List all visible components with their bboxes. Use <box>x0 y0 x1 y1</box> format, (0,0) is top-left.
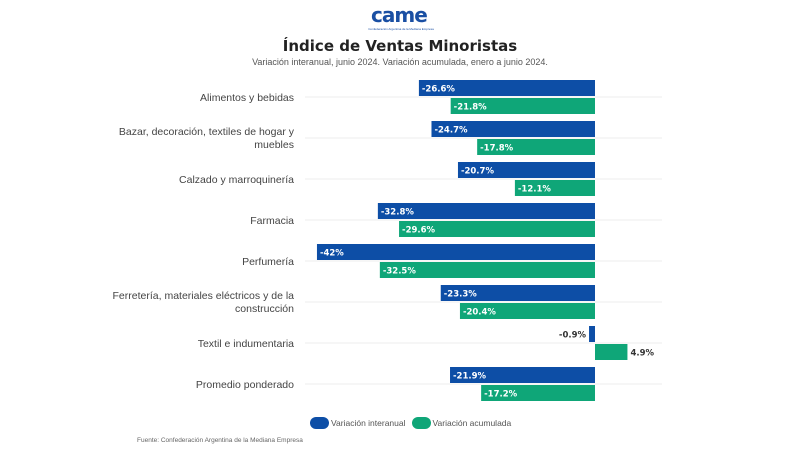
data-label: -20.4% <box>463 308 496 318</box>
category-label: Farmacia <box>250 215 294 227</box>
bar-chart: Alimentos y bebidas -26.6% -21.8% Bazar, de… <box>113 80 662 401</box>
category-label: Textil e indumentaria <box>198 338 294 350</box>
data-label: -0.9% <box>559 331 587 341</box>
data-label: -17.2% <box>484 390 517 400</box>
category-label: Promedio ponderado <box>196 379 294 391</box>
data-label: -21.8% <box>454 103 487 113</box>
source-note: Fuente: Confederación Argentina de la Me… <box>137 437 303 444</box>
data-label: -24.7% <box>434 126 467 136</box>
bar-interanual[interactable] <box>418 80 595 96</box>
data-label: -42% <box>320 249 344 259</box>
data-label: -21.9% <box>453 372 486 382</box>
legend-swatch-interanual <box>310 417 329 429</box>
bar-interanual[interactable] <box>450 367 595 383</box>
bar-interanual[interactable] <box>440 285 595 301</box>
category-label: Perfumería <box>242 256 294 268</box>
data-label: -32.8% <box>381 208 414 218</box>
legend-item-interanual[interactable]: Variación interanual <box>310 417 406 429</box>
data-label: -17.8% <box>480 144 513 154</box>
category-label: Bazar, decoración, textiles de hogar y mu… <box>119 126 295 151</box>
data-label: -20.7% <box>461 167 494 177</box>
bar-acumulada[interactable] <box>450 98 595 114</box>
logo-text: came <box>371 3 428 27</box>
legend-item-acumulada[interactable]: Variación acumulada <box>411 417 512 429</box>
legend-label-acumulada: Variación acumulada <box>432 418 512 428</box>
data-label: -26.6% <box>422 85 455 95</box>
bar-interanual[interactable] <box>589 326 595 342</box>
bar-acumulada[interactable] <box>379 262 595 278</box>
chart-title: Índice de Ventas Minoristas <box>282 37 518 55</box>
data-label: -12.1% <box>518 185 551 195</box>
bar-interanual[interactable] <box>457 162 595 178</box>
logo-subtitle: Confederación Argentina de la Mediana Em… <box>368 27 434 31</box>
legend: Variación interanual Variación acumulada <box>310 417 517 429</box>
legend-swatch-acumulada <box>411 417 431 429</box>
bar-acumulada[interactable] <box>477 139 595 155</box>
bar-acumulada[interactable] <box>459 303 595 319</box>
bar-acumulada[interactable] <box>399 221 595 237</box>
came-logo: came Confederación Argentina de la Media… <box>368 3 434 34</box>
category-label: Ferretería, materiales eléctricos y de l… <box>113 290 295 315</box>
category-label: Alimentos y bebidas <box>200 92 294 104</box>
chart-subtitle: Variación interanual, junio 2024. Variac… <box>252 57 548 67</box>
bar-interanual[interactable] <box>316 244 595 260</box>
data-label: -32.5% <box>383 267 416 277</box>
data-label: -29.6% <box>402 226 435 236</box>
category-label: Calzado y marroquinería <box>179 174 294 186</box>
bar-interanual[interactable] <box>431 121 595 137</box>
data-label: -23.3% <box>444 290 477 300</box>
bar-acumulada[interactable] <box>595 344 628 360</box>
bar-interanual[interactable] <box>377 203 595 219</box>
bar-acumulada[interactable] <box>514 180 595 196</box>
legend-label-interanual: Variación interanual <box>331 418 406 428</box>
bar-acumulada[interactable] <box>481 385 595 401</box>
data-label: 4.9% <box>630 349 654 359</box>
